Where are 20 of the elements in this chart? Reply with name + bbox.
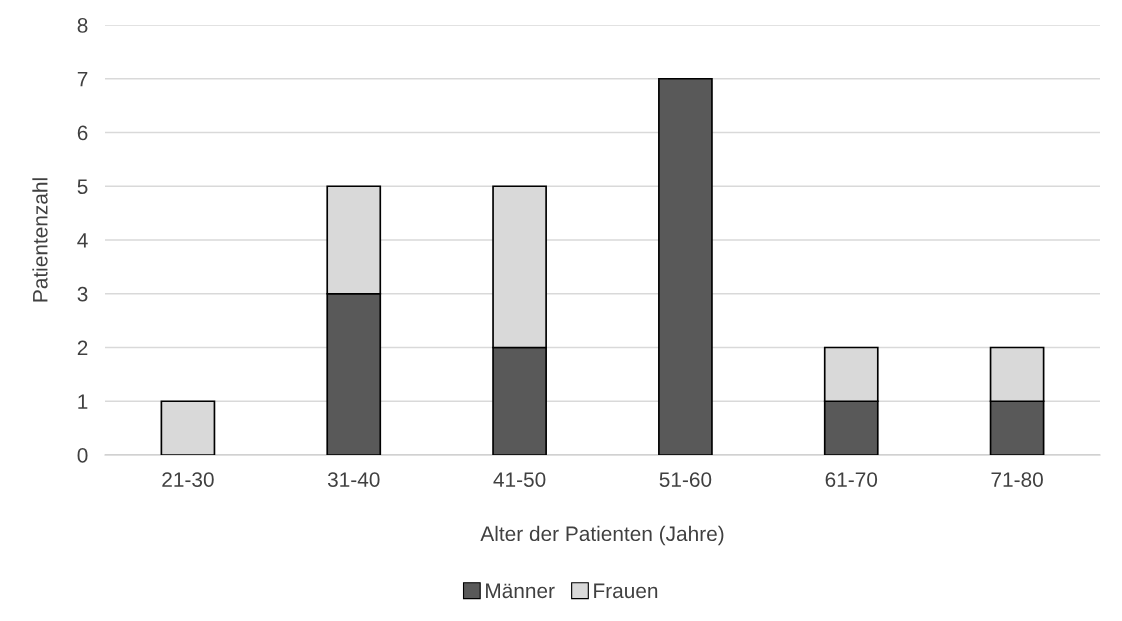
x-tick-label: 31-40 — [327, 472, 380, 487]
legend-label: Frauen — [594, 583, 658, 599]
x-axis-title: Alter der Patienten (Jahre) — [480, 525, 724, 546]
y-axis-title: Patientenzahl — [32, 178, 48, 302]
x-tick-label: 51-60 — [659, 472, 712, 487]
x-tick-label: 21-30 — [162, 472, 214, 487]
y-tick-label: 8 — [77, 18, 88, 33]
y-tick-label: 3 — [77, 286, 88, 302]
y-tick-label: 1 — [78, 394, 88, 409]
y-tick-label: 5 — [77, 179, 88, 194]
bar — [658, 77, 713, 455]
x-tick-label: 41-50 — [493, 472, 546, 487]
legend-label: Männer — [486, 583, 555, 599]
y-tick-label: 4 — [77, 233, 88, 248]
x-tick-label: 71-80 — [991, 472, 1043, 487]
y-tick-label: 6 — [77, 125, 88, 141]
y-tick-label: 7 — [77, 71, 88, 87]
x-tick-label: 61-70 — [825, 472, 878, 487]
y-tick-label: 2 — [77, 340, 88, 356]
y-tick-label: 0 — [77, 448, 88, 463]
